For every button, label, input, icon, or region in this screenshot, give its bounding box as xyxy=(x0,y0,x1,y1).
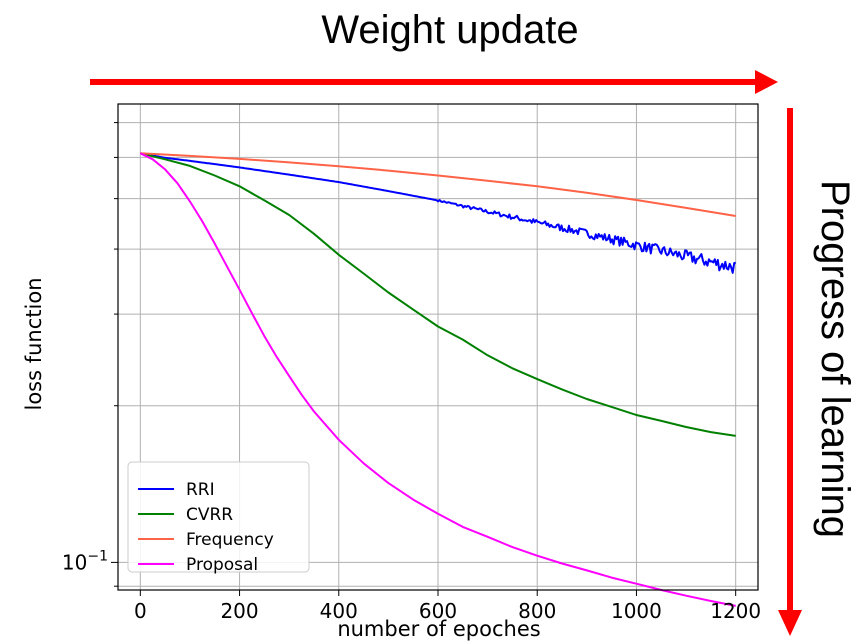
x-tick-label: 1200 xyxy=(710,599,760,623)
progress-arrow xyxy=(778,108,802,636)
weight-update-arrow xyxy=(90,70,778,94)
legend: RRI CVRR Frequency Proposal xyxy=(127,461,310,575)
x-ticks: 0 200 400 600 800 1000 1200 xyxy=(134,590,760,623)
x-tick-label: 600 xyxy=(419,599,457,623)
x-tick-label: 800 xyxy=(518,599,556,623)
series-line-proposal xyxy=(139,152,736,607)
x-tick-label: 1000 xyxy=(611,599,662,623)
series-line-rri xyxy=(140,152,736,274)
weight-update-title: Weight update xyxy=(321,8,579,52)
progress-of-learning-label: Progress of learning xyxy=(812,180,865,620)
series-line-frequency xyxy=(140,152,736,217)
x-tick-label: 200 xyxy=(220,599,258,623)
x-tick-label: 0 xyxy=(134,599,147,623)
legend-label: CVRR xyxy=(186,505,233,525)
x-axis-label: number of epoches xyxy=(337,617,540,641)
series-line-cvrr xyxy=(140,152,736,437)
y-axis-label: loss function xyxy=(22,277,46,410)
loss-chart: 0 200 400 600 800 1000 1200 10−1 number of epo… xyxy=(22,103,760,641)
legend-label: RRI xyxy=(186,480,215,500)
y-ticks: 10−1 xyxy=(62,122,118,587)
x-tick-label: 400 xyxy=(320,599,358,623)
y-tick-label: 10−1 xyxy=(62,548,108,574)
legend-label: Proposal xyxy=(186,555,258,575)
legend-label: Frequency xyxy=(186,530,274,550)
progress-label-text: Progress of learning xyxy=(813,180,857,538)
series-lines xyxy=(139,152,736,607)
